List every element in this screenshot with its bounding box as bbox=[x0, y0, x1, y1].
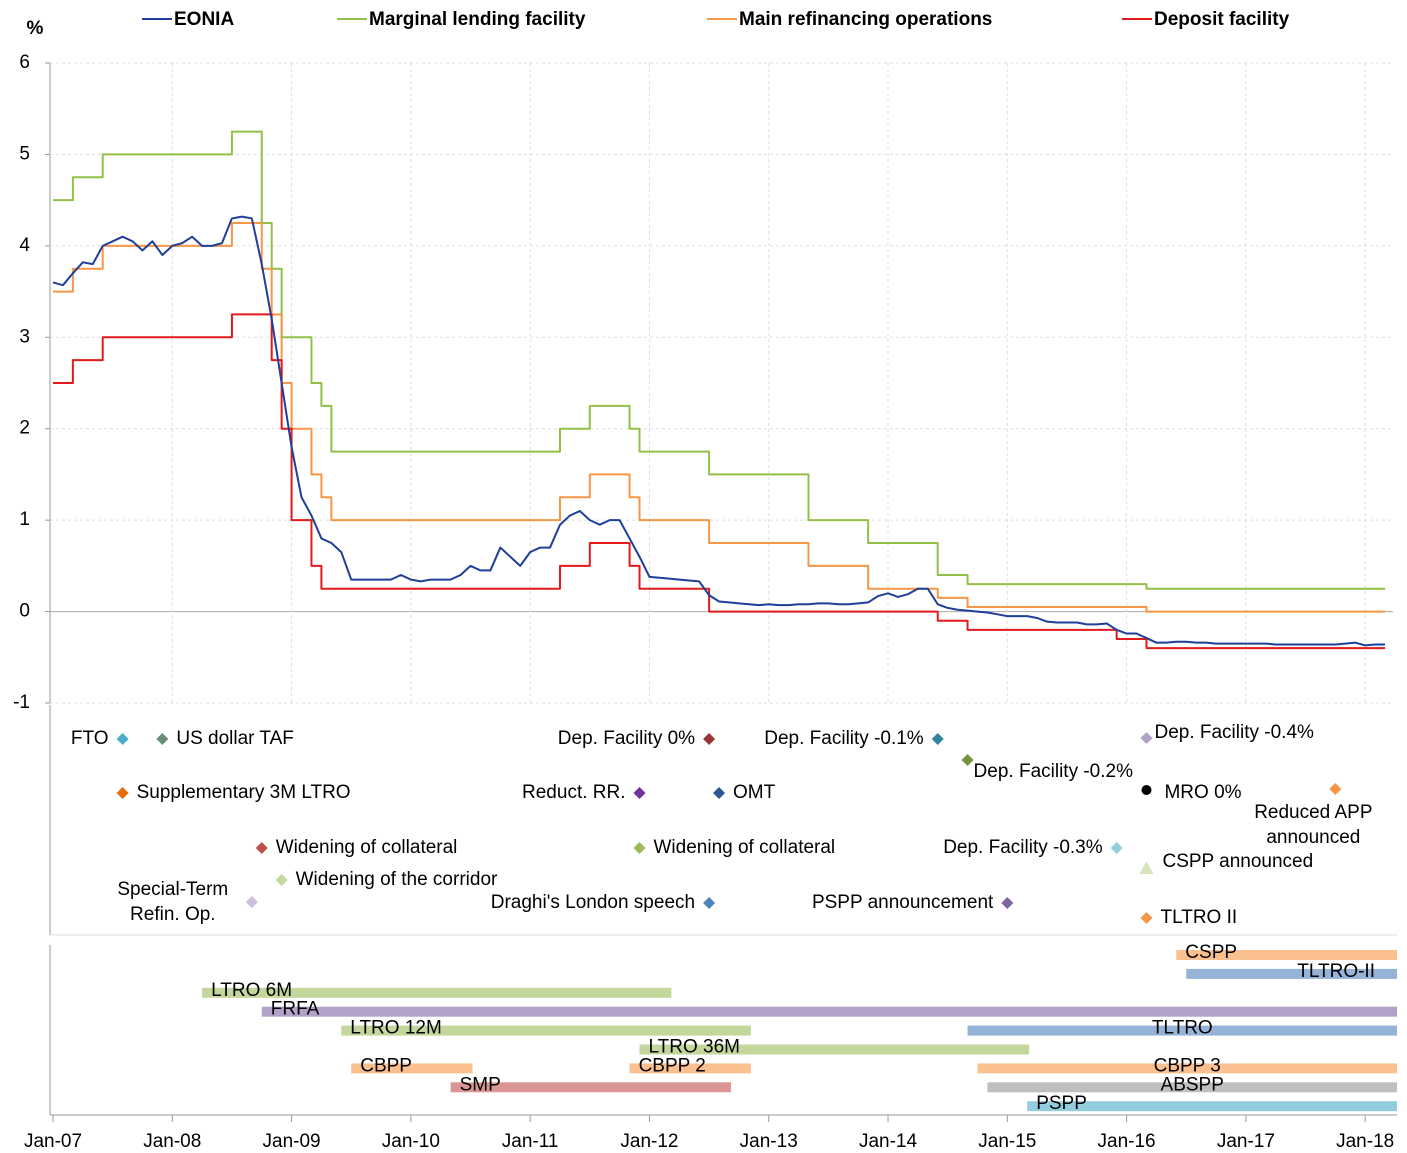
program-label: SMP bbox=[460, 1074, 501, 1095]
event-marker bbox=[1140, 732, 1153, 744]
program-label: CBPP bbox=[360, 1055, 412, 1076]
x-tick-label: Jan-08 bbox=[143, 1131, 201, 1152]
program-bar bbox=[1176, 950, 1397, 960]
event-label: Reduct. RR. bbox=[522, 782, 625, 803]
program-label: TLTRO bbox=[1152, 1018, 1213, 1039]
program-bar bbox=[977, 1063, 1397, 1074]
program-label: TLTRO-II bbox=[1297, 961, 1375, 982]
event-label: TLTRO II bbox=[1160, 907, 1237, 928]
x-tick-label: Jan-10 bbox=[382, 1131, 440, 1152]
event-label: Widening of collateral bbox=[654, 837, 836, 858]
legend-label: Deposit facility bbox=[1154, 9, 1290, 30]
event-marker bbox=[703, 897, 716, 909]
legend-label: Marginal lending facility bbox=[369, 9, 586, 30]
x-tick-label: Jan-09 bbox=[263, 1131, 321, 1152]
event-marker bbox=[1139, 861, 1154, 874]
program-bar bbox=[967, 1025, 1397, 1036]
event-marker bbox=[703, 733, 716, 745]
x-tick-label: Jan-07 bbox=[24, 1131, 82, 1152]
event-marker bbox=[713, 787, 726, 799]
x-tick-label: Jan-14 bbox=[859, 1131, 918, 1152]
program-label: LTRO 36M bbox=[649, 1037, 741, 1058]
program-label: CSPP bbox=[1185, 942, 1237, 963]
x-tick-label: Jan-13 bbox=[740, 1131, 798, 1152]
program-label: ABSPP bbox=[1161, 1074, 1224, 1095]
program-label: CBPP 3 bbox=[1154, 1055, 1221, 1076]
program-bar bbox=[202, 987, 672, 998]
event-marker bbox=[1110, 842, 1123, 854]
y-tick-label: 4 bbox=[19, 235, 30, 256]
event-marker bbox=[116, 733, 129, 745]
event-label: Dep. Facility -0.2% bbox=[974, 761, 1134, 782]
x-tick-label: Jan-11 bbox=[502, 1131, 559, 1152]
event-marker bbox=[245, 896, 258, 908]
event-label: Draghi's London speech bbox=[491, 892, 695, 913]
event-label: Reduced APP bbox=[1254, 802, 1372, 823]
event-label: Dep. Facility -0.4% bbox=[1154, 722, 1314, 743]
series-line bbox=[52, 215, 1386, 647]
program-bar bbox=[1186, 968, 1397, 979]
y-tick-label: 1 bbox=[19, 509, 30, 530]
event-label: Dep. Facility 0% bbox=[558, 728, 695, 749]
event-label: Supplementary 3M LTRO bbox=[137, 782, 351, 803]
event-marker bbox=[961, 754, 974, 766]
program-bar bbox=[1027, 1101, 1397, 1112]
event-marker bbox=[633, 842, 646, 854]
event-label: Dep. Facility -0.3% bbox=[943, 837, 1103, 858]
x-tick-label: Jan-18 bbox=[1336, 1131, 1394, 1152]
y-tick-label: 3 bbox=[19, 326, 30, 347]
program-label: LTRO 6M bbox=[211, 980, 292, 1001]
y-tick-label: 0 bbox=[19, 601, 30, 622]
event-marker bbox=[255, 842, 268, 854]
event-label: announced bbox=[1266, 827, 1360, 848]
x-tick-label: Jan-12 bbox=[620, 1131, 678, 1152]
event-marker bbox=[1140, 912, 1153, 924]
program-bar bbox=[261, 1006, 1397, 1017]
event-label: Widening of the corridor bbox=[296, 869, 498, 890]
event-marker bbox=[1001, 897, 1014, 909]
event-label: CSPP announced bbox=[1162, 851, 1313, 872]
y-tick-label: 2 bbox=[19, 418, 30, 439]
x-tick-label: Jan-16 bbox=[1098, 1131, 1156, 1152]
program-label: PSPP bbox=[1036, 1093, 1087, 1114]
event-label: Dep. Facility -0.1% bbox=[764, 728, 924, 749]
event-label: PSPP announcement bbox=[812, 892, 994, 913]
event-label: Widening of collateral bbox=[276, 837, 458, 858]
legend-label: EONIA bbox=[174, 9, 234, 30]
program-label: CBPP 2 bbox=[639, 1055, 706, 1076]
x-tick-label: Jan-15 bbox=[978, 1131, 1036, 1152]
program-label: LTRO 12M bbox=[350, 1018, 442, 1039]
program-bar bbox=[629, 1063, 751, 1074]
event-label: OMT bbox=[733, 782, 776, 803]
event-marker bbox=[1329, 783, 1342, 795]
y-tick-label: 6 bbox=[19, 52, 30, 73]
event-label: MRO 0% bbox=[1164, 782, 1241, 803]
event-label: US dollar TAF bbox=[176, 728, 294, 749]
event-marker bbox=[156, 733, 169, 745]
event-label: Special-Term bbox=[117, 879, 228, 900]
series-line bbox=[53, 222, 1386, 613]
program-bar bbox=[450, 1082, 731, 1093]
event-marker bbox=[275, 874, 288, 886]
event-marker bbox=[931, 733, 944, 745]
y-tick-label: -1 bbox=[13, 692, 30, 713]
y-tick-label: 5 bbox=[19, 143, 30, 164]
event-label: FTO bbox=[71, 728, 109, 749]
legend-label: Main refinancing operations bbox=[739, 9, 992, 30]
program-label: FRFA bbox=[271, 999, 320, 1020]
event-marker bbox=[116, 787, 129, 799]
program-bar bbox=[341, 1025, 751, 1036]
event-marker bbox=[1141, 785, 1152, 795]
series-line bbox=[53, 313, 1386, 650]
y-axis-label: % bbox=[27, 18, 44, 39]
program-bar bbox=[639, 1044, 1030, 1055]
program-bar bbox=[351, 1063, 473, 1074]
x-tick-label: Jan-17 bbox=[1217, 1131, 1275, 1152]
event-marker bbox=[633, 787, 646, 799]
series-line bbox=[53, 130, 1386, 590]
event-label: Refin. Op. bbox=[130, 904, 216, 925]
program-bar bbox=[987, 1082, 1397, 1093]
